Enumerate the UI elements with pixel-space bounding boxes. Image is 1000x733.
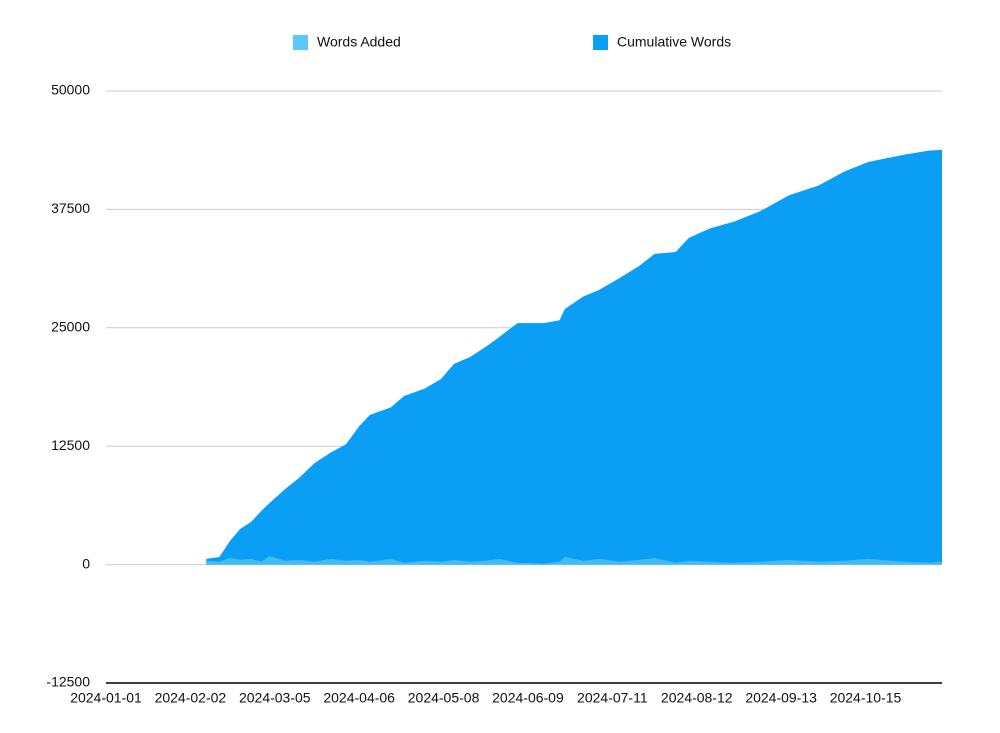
x-tick-label: 2024-05-08: [408, 690, 480, 706]
x-tick-label: 2024-01-01: [70, 690, 142, 706]
y-tick-label: 12500: [51, 437, 90, 453]
y-tick-label: 0: [82, 555, 90, 571]
legend-label: Cumulative Words: [617, 34, 731, 50]
area: [206, 556, 943, 565]
x-tick-label: 2024-10-15: [830, 690, 902, 706]
y-tick-label: -12500: [46, 674, 90, 690]
x-tick-label: 2024-03-05: [239, 690, 311, 706]
y-tick-label: 37500: [51, 200, 90, 216]
area: [206, 149, 943, 565]
y-tick-label: 50000: [51, 82, 90, 98]
y-tick-label: 25000: [51, 319, 90, 335]
x-tick-label: 2024-02-02: [155, 690, 227, 706]
x-tick-label: 2024-08-12: [661, 690, 733, 706]
x-tick-label: 2024-09-13: [745, 690, 817, 706]
legend-swatch: [293, 35, 308, 50]
x-tick-label: 2024-07-11: [577, 690, 648, 706]
x-tick-label: 2024-06-09: [492, 690, 564, 706]
legend-label: Words Added: [317, 34, 401, 50]
x-tick-label: 2024-04-06: [323, 690, 395, 706]
legend-swatch: [593, 35, 608, 50]
